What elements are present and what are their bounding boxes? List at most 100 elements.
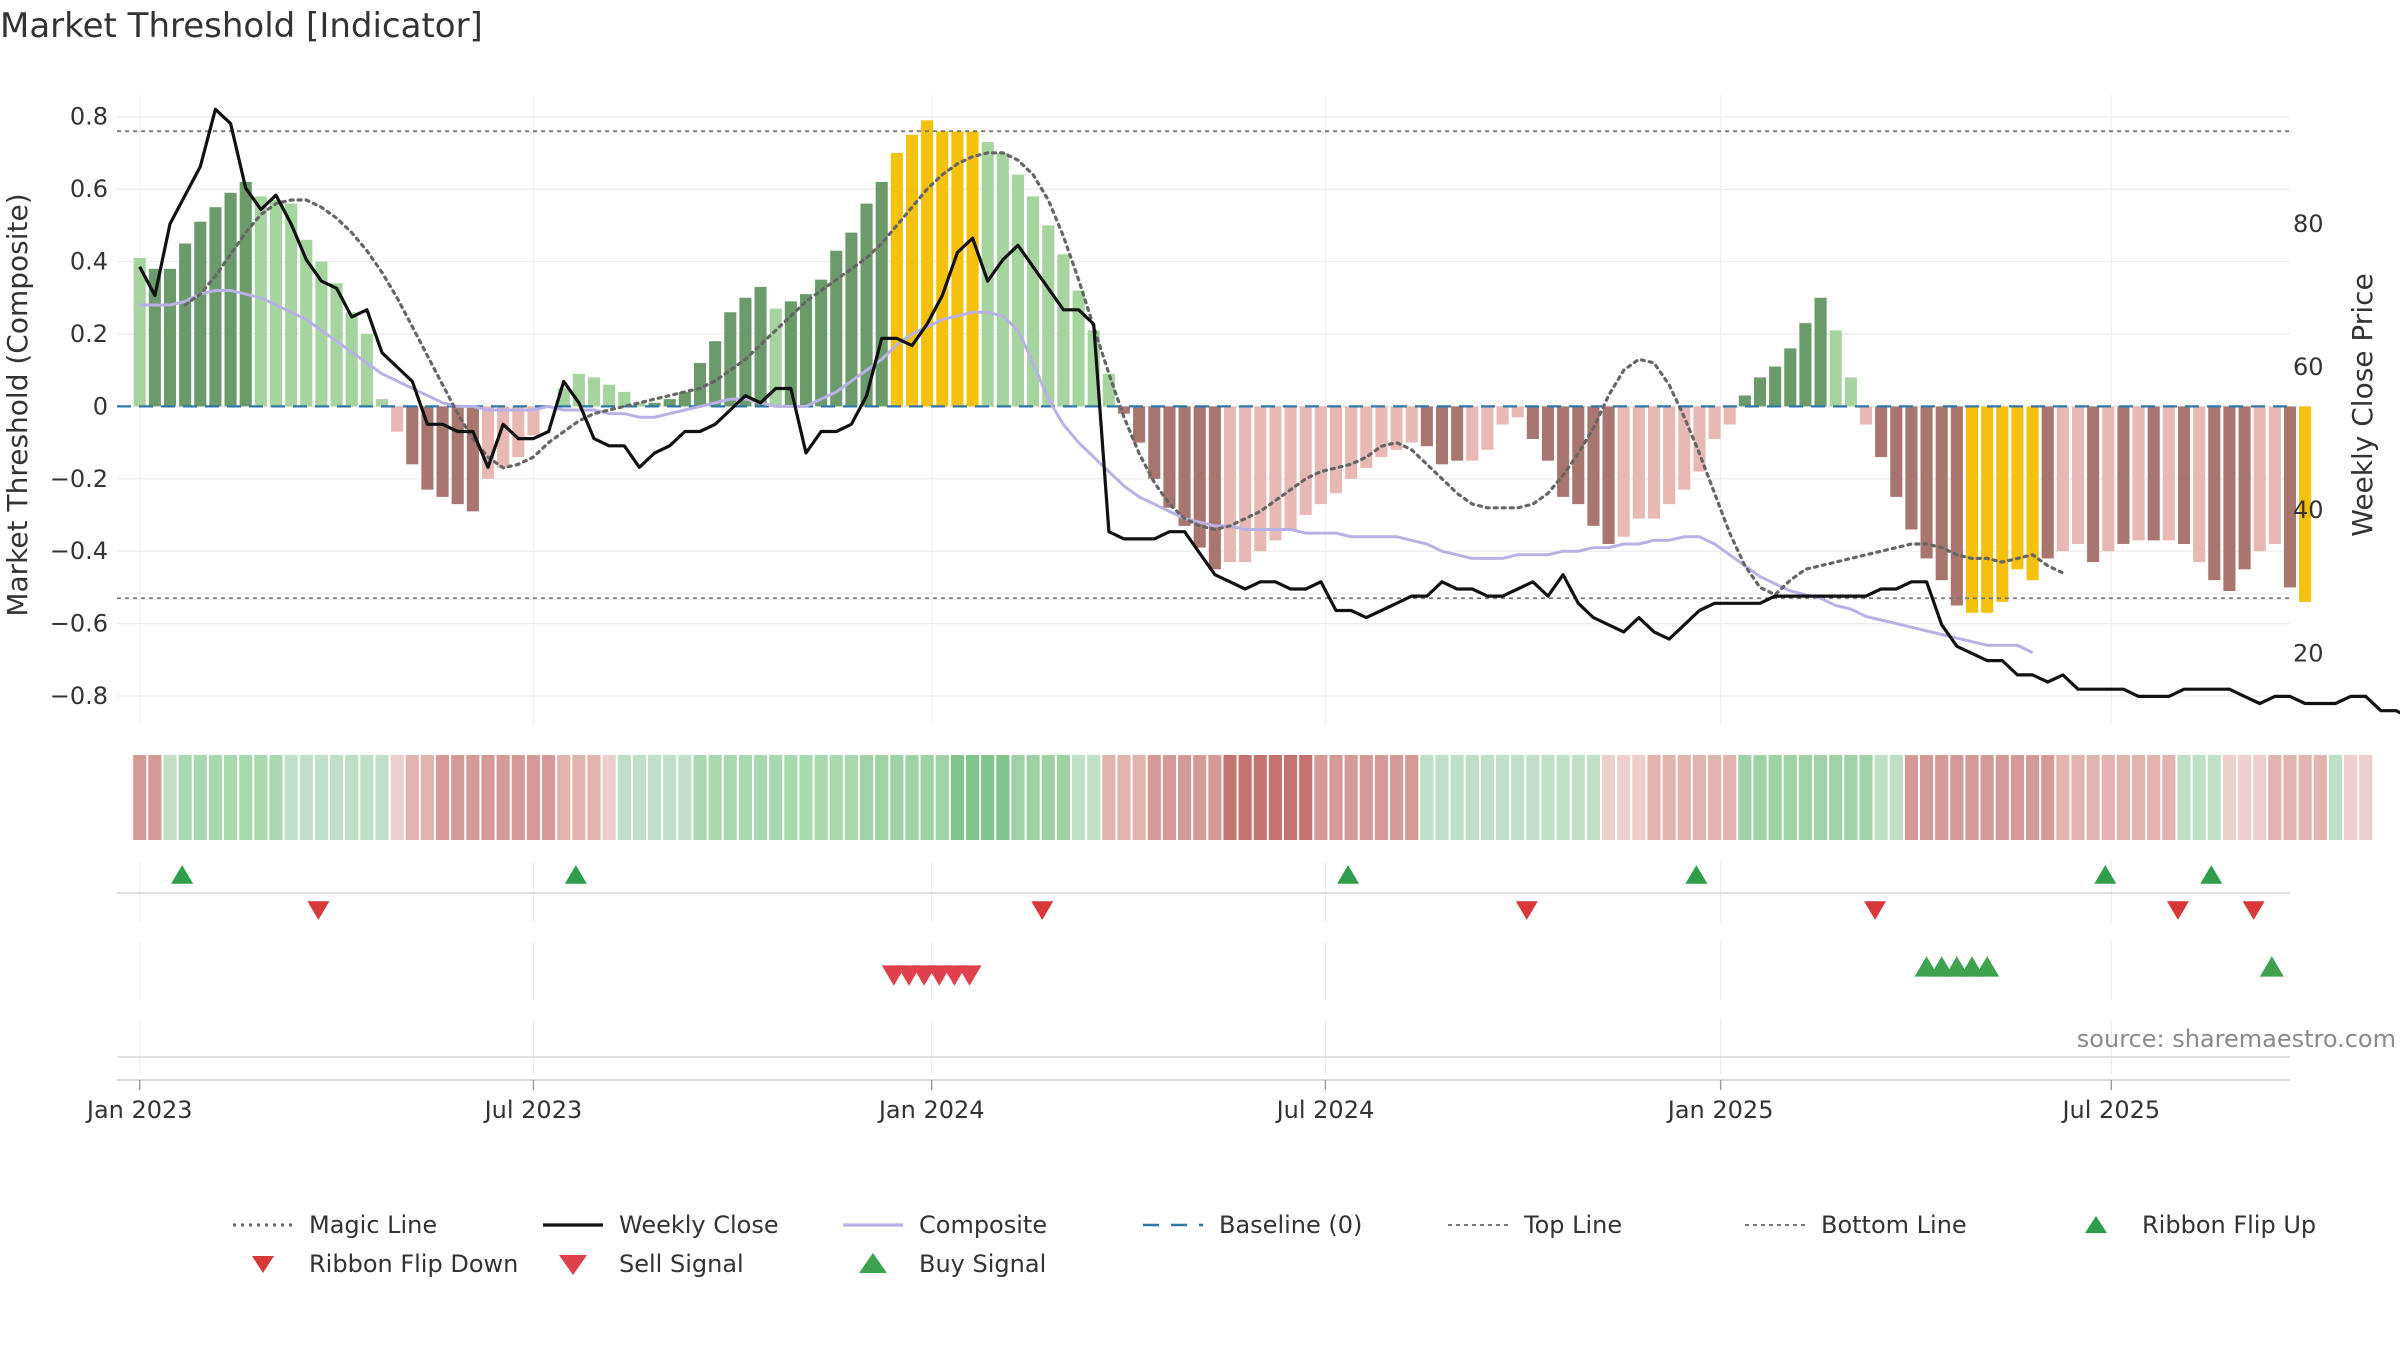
- composite-bar: [1102, 373, 1115, 407]
- composite-bar: [269, 200, 283, 407]
- composite-bar: [1496, 406, 1509, 425]
- legend-swatch: [859, 1253, 887, 1273]
- ribbon-cell: [1541, 755, 1555, 840]
- ribbon-cell: [950, 755, 964, 840]
- composite-bar: [1526, 406, 1539, 439]
- buy-signal-marker: [1960, 956, 1984, 977]
- ribbon-cell: [1162, 755, 1176, 840]
- ribbon-cell: [1511, 755, 1525, 840]
- ribbon-cell: [663, 755, 677, 840]
- y-tick-left: −0.8: [50, 682, 108, 710]
- ribbon-cell: [2101, 755, 2115, 840]
- composite-bar: [1299, 406, 1312, 515]
- ribbon-cell: [1253, 755, 1267, 840]
- ribbon-cell: [2162, 755, 2176, 840]
- composite-bar: [1814, 297, 1827, 407]
- ribbon-cell: [451, 755, 465, 840]
- composite-bar: [1587, 406, 1600, 526]
- ribbon-cell: [1238, 755, 1252, 840]
- sell-signal-marker: [881, 965, 906, 986]
- composite-bar: [1223, 406, 1237, 563]
- composite-bar: [1647, 406, 1661, 519]
- ribbon-cell: [1859, 755, 1873, 840]
- ribbon-cell: [1723, 755, 1737, 840]
- ribbon-cell: [769, 755, 783, 840]
- ribbon-cell: [557, 755, 571, 840]
- x-tick-label: Jan 2023: [85, 1096, 193, 1124]
- composite-bar: [1193, 406, 1206, 548]
- legend-label: Baseline (0): [1219, 1211, 1362, 1239]
- ribbon-cell: [1299, 755, 1313, 840]
- ribbon-cell: [330, 755, 344, 840]
- y-tick-right: 40: [2293, 496, 2324, 524]
- ribbon-cell: [375, 755, 389, 840]
- ribbon-cell: [1677, 755, 1691, 840]
- x-tick-label: Jul 2024: [1275, 1096, 1375, 1124]
- ribbon-cell: [254, 755, 268, 840]
- composite-bar: [1254, 406, 1267, 552]
- ribbon-cell: [2359, 755, 2373, 840]
- legend-swatch: [252, 1256, 274, 1273]
- legend-label: Weekly Close: [619, 1211, 779, 1239]
- ribbon-cell: [1132, 755, 1146, 840]
- legend-label: Magic Line: [309, 1211, 437, 1239]
- ribbon-cell: [2192, 755, 2206, 840]
- ribbon-cell: [193, 755, 207, 840]
- ribbon-cell: [1692, 755, 1706, 840]
- ribbon-cell: [2056, 755, 2070, 840]
- composite-bar: [285, 203, 298, 407]
- composite-bar: [648, 402, 661, 407]
- composite-bar: [466, 406, 479, 512]
- ribbon-cell: [905, 755, 919, 840]
- ribbon-cell: [1935, 755, 1949, 840]
- ribbon-cell: [1829, 755, 1843, 840]
- legend-item: Magic Line: [233, 1211, 437, 1239]
- magic-line: [183, 151, 2065, 597]
- ribbon-cell: [2116, 755, 2130, 840]
- composite-bar: [1284, 406, 1297, 530]
- regime-ribbon: [133, 755, 2373, 840]
- y-tick-left: −0.4: [50, 537, 108, 565]
- composite-bar: [1678, 406, 1691, 490]
- composite-bar: [1057, 254, 1070, 407]
- ribbon-cell: [1571, 755, 1585, 840]
- legend-label: Bottom Line: [1821, 1211, 1967, 1239]
- ribbon-cell: [875, 755, 889, 840]
- composite-bar: [1799, 323, 1812, 407]
- x-tick-label: Jan 2025: [1666, 1096, 1774, 1124]
- x-tick-label: Jul 2025: [2060, 1096, 2160, 1124]
- ribbon-cell: [1026, 755, 1040, 840]
- ribbon-cell: [2207, 755, 2221, 840]
- ribbon-cell: [148, 755, 162, 840]
- ribbon-cell: [1995, 755, 2009, 840]
- sell-signal-marker: [927, 965, 952, 986]
- composite-bar: [1875, 406, 1888, 458]
- ribbon-cell: [2222, 755, 2236, 840]
- composite-bar: [1208, 406, 1221, 570]
- ribbon-cell: [466, 755, 480, 840]
- ribbon-cell: [1753, 755, 1767, 840]
- ribbon-cell: [1783, 755, 1797, 840]
- composite-bar: [603, 384, 616, 407]
- ribbon-cell: [1344, 755, 1358, 840]
- composite-bar: [1148, 406, 1161, 479]
- ribbon-cell: [2026, 755, 2040, 840]
- ribbon-cell: [1602, 755, 1616, 840]
- composite-bar: [709, 341, 722, 407]
- ribbon-cell: [1738, 755, 1752, 840]
- ribbon-cell: [2071, 755, 2085, 840]
- composite-bar: [1738, 395, 1751, 407]
- ribbon-cell: [420, 755, 434, 840]
- ribbon-cell: [981, 755, 995, 840]
- ribbon-cell: [1435, 755, 1449, 840]
- composite-bar: [663, 399, 676, 407]
- composite-bar: [179, 243, 192, 407]
- ribbon-cell: [390, 755, 404, 840]
- ribbon-cell: [920, 755, 934, 840]
- ribbon-cell: [1102, 755, 1116, 840]
- composite-bar: [754, 286, 767, 407]
- composite-bar: [799, 294, 813, 407]
- ribbon-cell: [2344, 755, 2358, 840]
- ribbon-cell: [2283, 755, 2297, 840]
- composite-bar: [527, 406, 540, 436]
